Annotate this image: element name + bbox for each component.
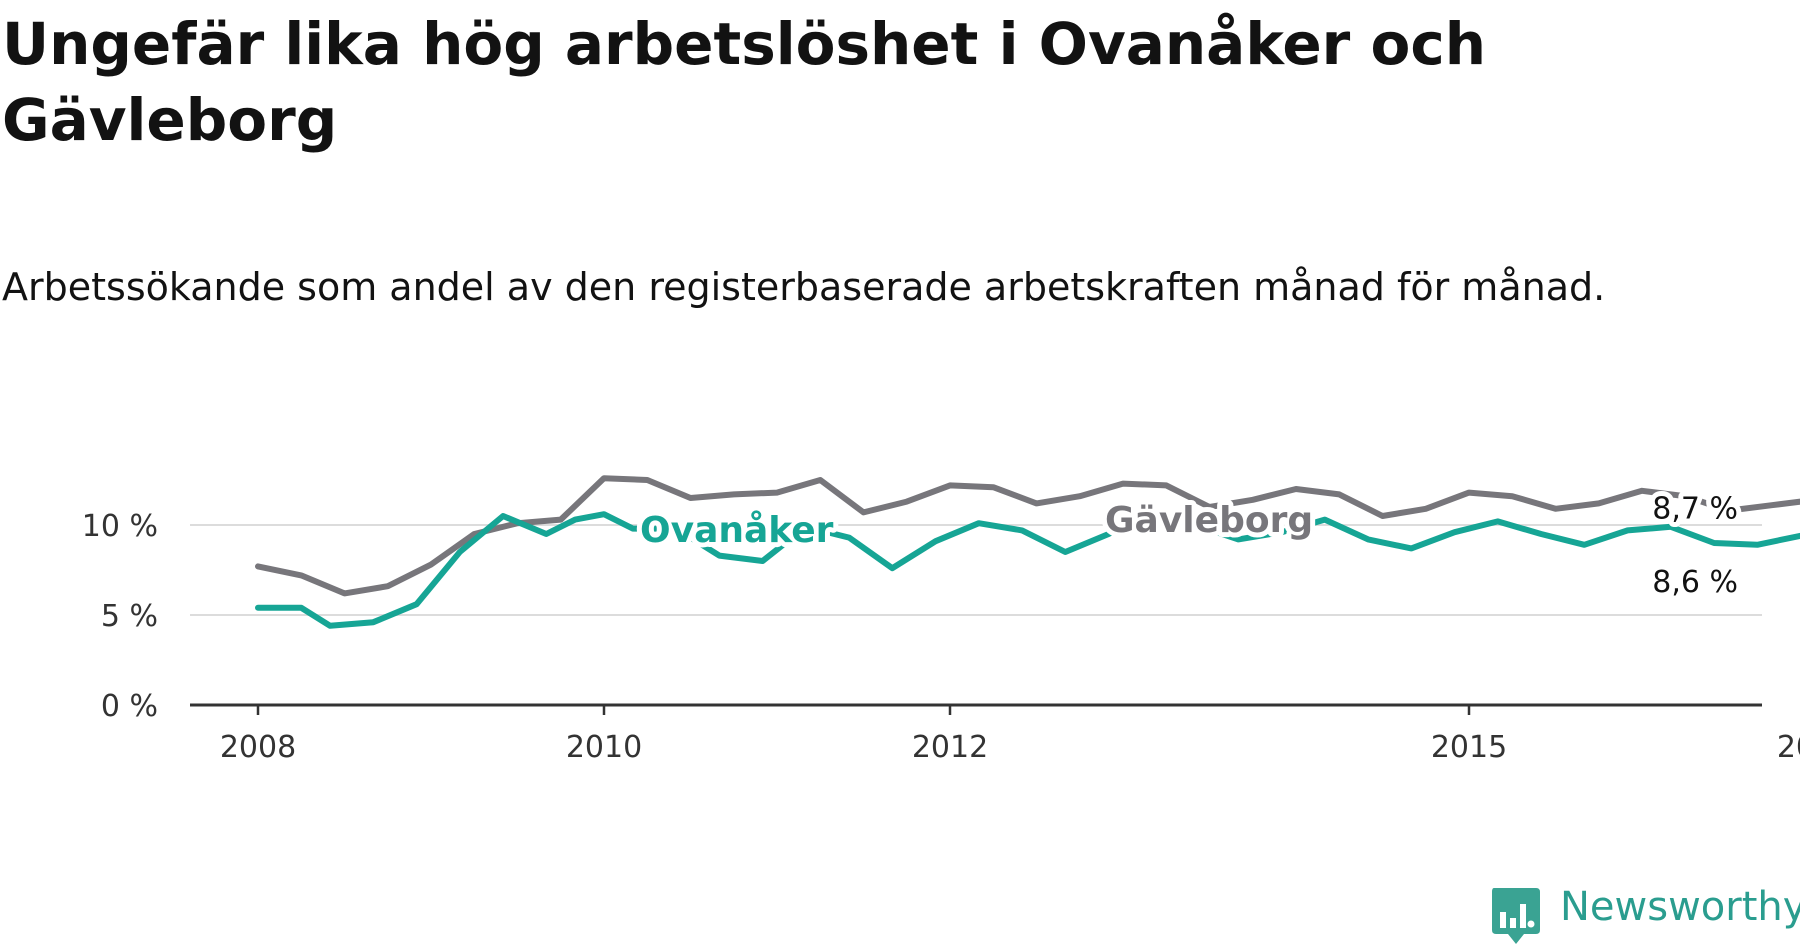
series-line-ovanaker xyxy=(255,507,1800,629)
x-axis: 20082010201220152017202020222024 xyxy=(190,703,1800,765)
newsworthy-chart-logo-icon xyxy=(1492,888,1540,944)
chart-title: Ungefär lika hög arbetslöshet i Ovanåker… xyxy=(2,10,1486,154)
series-line-gavleborg xyxy=(255,475,1800,597)
series-label-gavleborg: Gävleborg xyxy=(1105,500,1313,541)
series-lines xyxy=(255,475,1800,629)
newsworthy-brand: Newsworthy xyxy=(1560,884,1800,930)
y-tick-label: 5 % xyxy=(101,599,158,634)
x-tick-label: 2017 xyxy=(1777,730,1800,765)
series-label-ovanaker: Ovanåker xyxy=(640,510,834,551)
x-tick-label: 2015 xyxy=(1431,730,1507,765)
x-tick-label: 2010 xyxy=(566,730,642,765)
x-tick-label: 2012 xyxy=(912,730,988,765)
end-value-label-ovanaker: 8,6 % xyxy=(1652,565,1738,600)
line-chart: 0 %5 %10 % 20082010201220152017202020222… xyxy=(82,475,1800,765)
y-tick-label: 10 % xyxy=(82,509,158,544)
series-labels: Ovanåker Gävleborg 8,7 % 8,6 % xyxy=(635,486,1743,605)
y-tick-label: 0 % xyxy=(101,689,158,724)
y-axis-ticks: 0 % 5 % 10 % xyxy=(82,509,158,724)
end-value-label-gavleborg: 8,7 % xyxy=(1652,491,1738,526)
x-tick-label: 2008 xyxy=(220,730,296,765)
chart-subtitle: Arbetssökande som andel av den registerb… xyxy=(2,265,1606,309)
